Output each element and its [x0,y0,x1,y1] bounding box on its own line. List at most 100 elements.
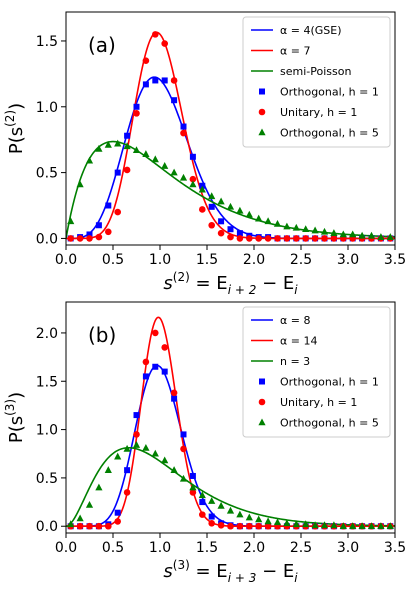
data-point-triangle [283,519,291,527]
data-point-circle [123,166,131,174]
legend-entry: Orthogonal, h = 1 [280,86,379,99]
data-point-square [124,467,131,474]
data-point-circle [123,489,131,496]
data-point-circle [246,235,253,242]
x-tick-label: 2.0 [243,252,265,268]
series-line [66,446,395,528]
data-point-triangle [273,518,282,526]
y-tick-label: 0.5 [36,166,58,182]
y-axis-label: P(s(3)) [3,392,27,443]
data-point-circle [170,77,178,84]
data-point-triangle [76,514,84,522]
x-tick-label: 3.5 [384,540,406,556]
data-point-square [227,226,234,233]
data-point-triangle [114,139,122,147]
data-point-circle [330,235,338,242]
data-point-triangle [330,229,338,236]
data-point-circle [255,235,262,242]
x-tick-label: 0.0 [55,540,77,556]
data-point-circle [217,229,225,237]
x-tick-label: 3.0 [337,540,359,556]
data-point-triangle [302,520,310,528]
x-label-mid: = E [190,273,228,294]
data-point-circle [227,233,234,241]
data-point-triangle [245,513,253,521]
x-label-base: s [163,561,172,582]
legend-box [242,16,391,148]
y-label-sup: (3) [3,399,17,416]
data-point-square [189,153,196,160]
data-point-triangle [95,144,103,152]
data-point-triangle [339,522,347,530]
data-point-circle [67,235,74,242]
data-point-triangle [208,192,216,200]
panel-a: 0.0 0.5 1.0 1.5 2.0 2.5 3.0 3.5 0.0 0.5 1.0 1.5 (a) α… [3,11,406,297]
data-point-circle [246,522,253,530]
data-point-triangle [349,522,357,530]
y-label-sup: (2) [3,110,17,127]
x-tick-label: 3.0 [337,252,359,268]
x-tick-label: 0.5 [102,540,124,556]
data-point-circle [161,344,168,351]
data-point-triangle [264,517,272,525]
legend-swatch-circle [258,398,266,406]
data-point-square [236,230,243,237]
y-axis-label: P(s(2)) [3,103,27,154]
data-point-triangle [367,231,376,239]
data-point-circle [152,31,159,38]
data-point-circle [264,522,272,530]
data-point-triangle [292,223,300,231]
data-point-circle [95,522,103,530]
data-point-triangle [85,500,94,508]
legend-entry: Orthogonal, h = 5 [280,127,379,140]
data-point-triangle [142,150,150,157]
legend-entry: α = 14 [280,335,317,348]
x-axis-label: s(2) = Ei + 2 − Ei [163,270,298,297]
data-point-square [180,431,187,438]
data-point-circle [199,511,206,518]
data-point-square [161,368,168,375]
data-point-triangle [123,142,131,150]
data-point-square [171,97,178,104]
data-point-circle [236,235,244,242]
data-point-circle [161,40,168,47]
data-point-circle [180,445,187,453]
series-line [66,140,395,239]
x-label-sub: i + 3 [228,571,257,585]
data-point-triangle [132,441,141,448]
data-point-triangle [386,233,394,240]
data-point-square [114,169,121,176]
x-label-sub: i [294,283,298,297]
data-point-triangle [264,217,272,225]
data-point-circle [311,235,319,242]
data-point-square [124,132,131,139]
data-point-triangle [311,521,319,529]
data-point-triangle [161,456,169,464]
data-point-triangle [67,217,75,225]
x-label-sup: (3) [173,558,190,572]
data-point-square [133,412,140,419]
y-label-base: P(s [6,416,27,443]
x-tick-label: 0.0 [55,252,77,268]
data-point-circle [208,520,215,527]
legend-entry: α = 8 [280,314,310,327]
y-label-tail: ) [6,103,27,110]
data-point-circle [189,175,197,183]
legend-entry: Orthogonal, h = 1 [280,376,379,389]
axes-frame [65,11,396,246]
x-axis-label: s(3) = Ei + 3 − Ei [163,558,298,585]
data-point-circle [264,235,272,242]
y-label-tail: ) [6,392,27,399]
data-point-triangle [236,206,244,214]
panel-label: (b) [88,323,116,347]
x-tick-label: 0.5 [102,252,124,268]
data-point-square [142,81,149,88]
x-label-tail: − E [256,273,294,294]
data-point-circle [114,518,121,525]
data-point-circle [274,235,281,242]
panel-b: 0.0 0.5 1.0 1.5 2.0 2.5 3.0 3.5 0.0 0.5 1.0 1.5 2.0 (… [3,301,406,585]
data-point-circle [208,221,215,229]
x-tick-label: 2.0 [243,540,265,556]
data-point-triangle [367,522,376,530]
data-point-square [208,203,215,210]
